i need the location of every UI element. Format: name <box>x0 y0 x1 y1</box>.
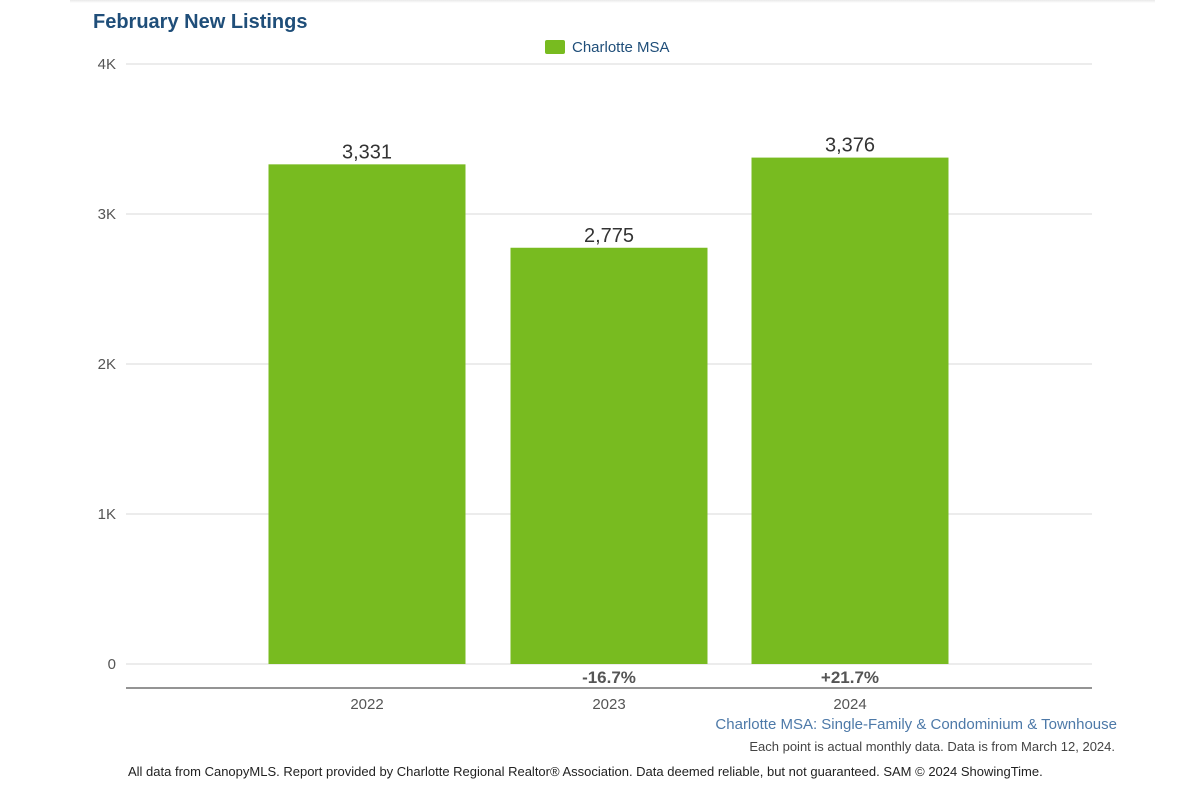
bar-value-label: 3,331 <box>342 141 392 163</box>
x-tick-label: 2024 <box>833 696 866 713</box>
legend-swatch <box>545 40 565 54</box>
x-tick-label: 2023 <box>592 696 625 713</box>
legend-label: Charlotte MSA <box>572 38 670 56</box>
legend[interactable]: Charlotte MSA <box>545 38 670 56</box>
footer-disclaimer: All data from CanopyMLS. Report provided… <box>128 764 1043 779</box>
y-tick-label: 0 <box>108 656 116 673</box>
bar[interactable] <box>268 164 466 664</box>
top-divider <box>70 0 1155 3</box>
bar-value-label: 2,775 <box>584 225 634 247</box>
y-tick-label: 4K <box>98 56 116 73</box>
footer-source-title: Charlotte MSA: Single-Family & Condomini… <box>715 716 1117 733</box>
y-tick-label: 1K <box>98 506 116 523</box>
percent-change-label: +21.7% <box>821 668 879 687</box>
y-tick-label: 2K <box>98 356 116 373</box>
bar[interactable] <box>751 157 949 664</box>
bar-value-label: 3,376 <box>825 135 875 157</box>
bar[interactable] <box>510 247 708 664</box>
y-tick-label: 3K <box>98 206 116 223</box>
percent-change-label: -16.7% <box>582 668 636 687</box>
x-tick-label: 2022 <box>350 696 383 713</box>
footer-note: Each point is actual monthly data. Data … <box>749 739 1115 754</box>
chart-title: February New Listings <box>93 11 308 33</box>
